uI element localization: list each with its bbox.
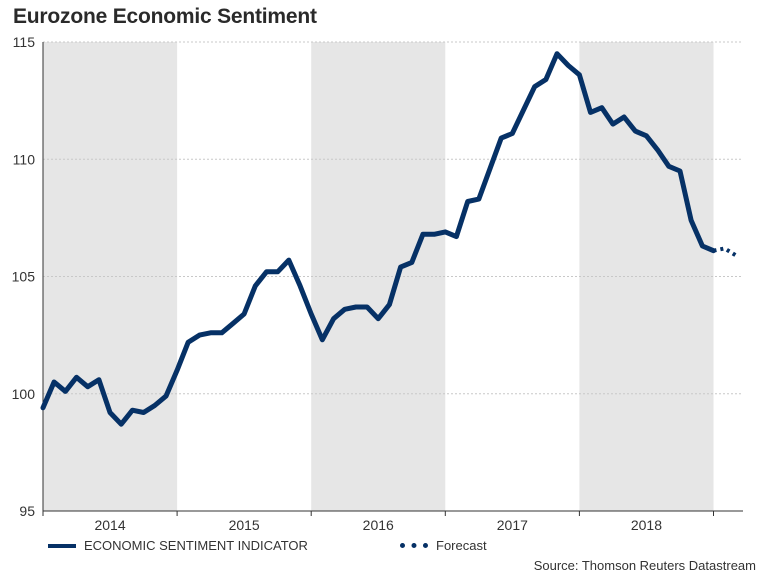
tick-labels: 95 100 105 110 115 2014 2015 2016 2017 2018 xyxy=(12,34,663,533)
series-line-indicator xyxy=(40,51,716,427)
legend-label-indicator: ECONOMIC SENTIMENT INDICATOR xyxy=(84,538,308,553)
x-tick-label: 2018 xyxy=(631,517,662,533)
series-line-forecast xyxy=(713,246,737,258)
x-tick-label: 2015 xyxy=(229,517,260,533)
x-tick-label: 2016 xyxy=(363,517,394,533)
chart-title: Eurozone Economic Sentiment xyxy=(13,5,317,28)
legend-line-dotted-swatch xyxy=(400,543,428,548)
legend-label-forecast: Forecast xyxy=(436,538,487,553)
y-tick-label: 100 xyxy=(12,386,36,402)
year-band-2016 xyxy=(311,42,446,511)
gridlines xyxy=(43,41,743,395)
y-tick-label: 105 xyxy=(12,269,36,285)
source-note: Source: Thomson Reuters Datastream xyxy=(533,558,756,573)
legend-item-forecast: Forecast xyxy=(400,538,487,553)
x-tick-label: 2017 xyxy=(497,517,528,533)
axes xyxy=(42,42,743,516)
legend-item-indicator: ECONOMIC SENTIMENT INDICATOR xyxy=(48,538,308,553)
y-tick-label: 110 xyxy=(13,151,36,167)
year-band-2014 xyxy=(43,42,178,511)
legend-line-solid-swatch xyxy=(48,543,76,548)
series-lines xyxy=(40,51,737,427)
y-tick-label: 95 xyxy=(19,503,35,519)
x-tick-label: 2014 xyxy=(94,517,125,533)
y-tick-label: 115 xyxy=(13,34,36,50)
